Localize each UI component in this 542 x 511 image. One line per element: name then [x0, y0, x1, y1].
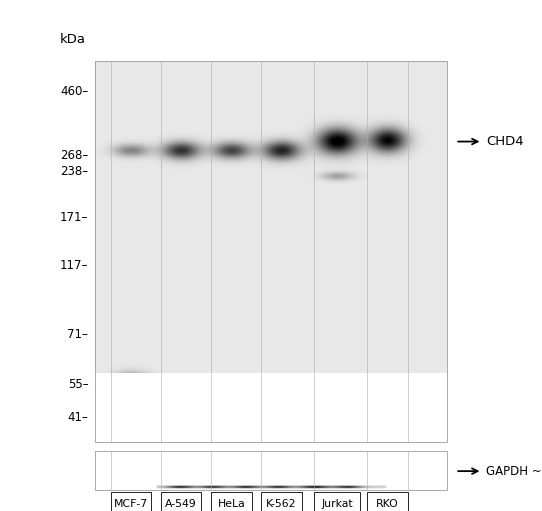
Bar [95, 61, 447, 442]
Text: MCF-7: MCF-7 [114, 499, 148, 509]
Bar [447, 61, 542, 442]
Bar [0, 0, 542, 61]
Text: 55–: 55– [68, 378, 88, 391]
Text: HeLa: HeLa [217, 499, 246, 509]
Text: 238–: 238– [60, 165, 88, 178]
Text: CHD4: CHD4 [486, 135, 524, 148]
Text: kDa: kDa [60, 33, 86, 46]
Text: 268–: 268– [60, 149, 88, 162]
FancyBboxPatch shape [161, 492, 202, 511]
Bar [95, 451, 447, 490]
Text: 41–: 41– [67, 411, 88, 425]
FancyBboxPatch shape [111, 492, 151, 511]
Text: GAPDH ~37 kDa: GAPDH ~37 kDa [486, 464, 542, 478]
Bar [0, 61, 95, 442]
Text: 171–: 171– [60, 211, 88, 224]
Text: RKO: RKO [376, 499, 399, 509]
FancyBboxPatch shape [261, 492, 301, 511]
FancyBboxPatch shape [211, 492, 251, 511]
Text: A-549: A-549 [165, 499, 197, 509]
Text: 117–: 117– [60, 259, 88, 272]
Text: 71–: 71– [67, 328, 88, 341]
Bar [0, 373, 542, 442]
Text: 460–: 460– [60, 85, 88, 99]
Text: Jurkat: Jurkat [321, 499, 353, 509]
FancyBboxPatch shape [314, 492, 360, 511]
FancyBboxPatch shape [367, 492, 408, 511]
Text: K-562: K-562 [266, 499, 296, 509]
